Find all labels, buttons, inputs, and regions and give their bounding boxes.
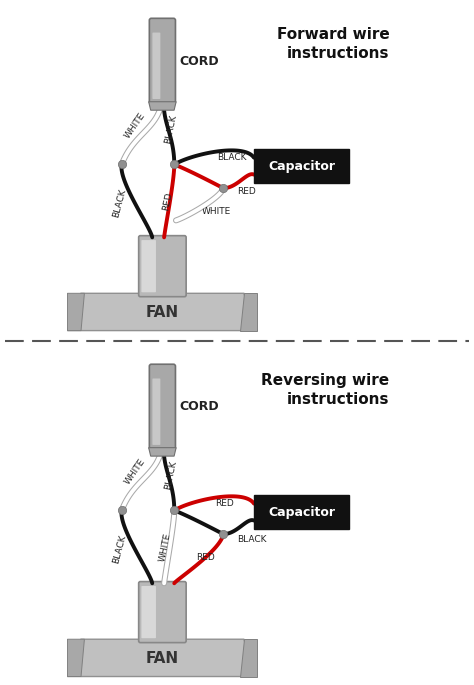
FancyBboxPatch shape: [139, 582, 186, 643]
Text: RED: RED: [215, 499, 234, 508]
Text: BLACK: BLACK: [164, 114, 178, 145]
Text: BLACK: BLACK: [112, 188, 128, 219]
Text: BLACK: BLACK: [164, 460, 178, 490]
Text: WHITE: WHITE: [123, 457, 147, 486]
Text: RED: RED: [196, 553, 215, 562]
Text: BLACK: BLACK: [217, 153, 246, 162]
Polygon shape: [67, 639, 84, 677]
Text: Reversing wire
instructions: Reversing wire instructions: [262, 373, 390, 407]
FancyBboxPatch shape: [254, 149, 349, 183]
Text: FAN: FAN: [146, 651, 179, 666]
Text: BLACK: BLACK: [237, 535, 266, 544]
FancyBboxPatch shape: [141, 586, 156, 638]
FancyBboxPatch shape: [149, 18, 175, 103]
Polygon shape: [67, 639, 257, 677]
FancyBboxPatch shape: [254, 495, 349, 529]
Polygon shape: [240, 639, 257, 677]
Text: Forward wire
instructions: Forward wire instructions: [277, 27, 390, 61]
Polygon shape: [240, 293, 257, 331]
Text: BLACK: BLACK: [112, 534, 128, 564]
Text: Capacitor: Capacitor: [268, 506, 335, 519]
Polygon shape: [149, 448, 176, 456]
Text: RED: RED: [237, 187, 256, 196]
Polygon shape: [149, 101, 176, 110]
Text: WHITE: WHITE: [123, 111, 147, 140]
Text: RED: RED: [161, 192, 174, 212]
FancyBboxPatch shape: [153, 33, 160, 99]
Text: CORD: CORD: [179, 55, 219, 68]
FancyBboxPatch shape: [153, 379, 160, 445]
Text: WHITE: WHITE: [158, 532, 173, 563]
Polygon shape: [67, 293, 257, 331]
Text: Capacitor: Capacitor: [268, 160, 335, 173]
Text: WHITE: WHITE: [201, 208, 231, 216]
Text: FAN: FAN: [146, 305, 179, 320]
FancyBboxPatch shape: [141, 240, 156, 292]
FancyBboxPatch shape: [139, 236, 186, 297]
Text: CORD: CORD: [179, 401, 219, 414]
FancyBboxPatch shape: [149, 364, 175, 449]
Polygon shape: [67, 293, 84, 331]
